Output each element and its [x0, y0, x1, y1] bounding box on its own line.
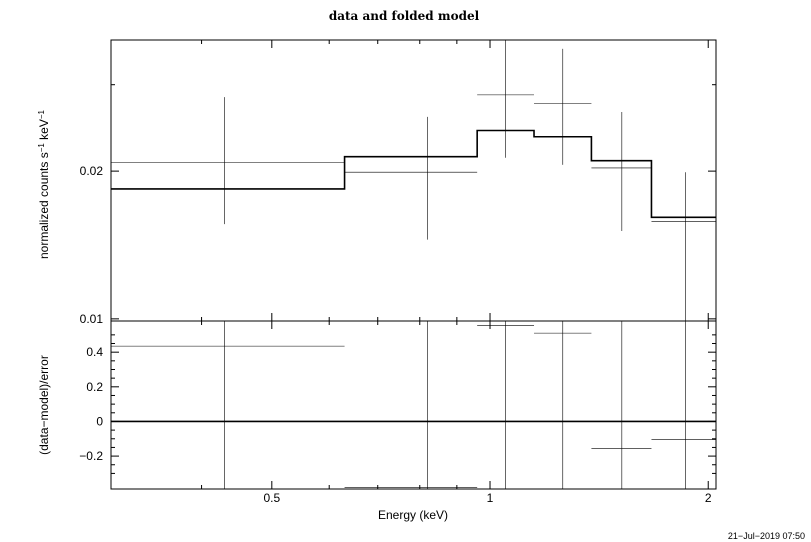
residual-point — [651, 321, 716, 489]
residual-point — [111, 321, 345, 489]
y-tick-label: 0 — [96, 414, 103, 428]
residual-point — [591, 321, 652, 489]
data-point — [591, 111, 652, 232]
y-tick-label: −0.2 — [79, 449, 103, 463]
bottom-panel-y-label: (data−model)/error — [37, 355, 51, 455]
y-tick-label: 0.4 — [86, 345, 103, 359]
top-panel-y-label: normalized counts s−1 keV−1 — [37, 109, 52, 259]
residual-point — [534, 321, 592, 489]
data-point — [651, 172, 716, 321]
data-point — [534, 48, 592, 165]
timestamp: 21−Jul−2019 07:50 — [728, 531, 805, 541]
x-tick-label: 1 — [487, 491, 494, 505]
residual-point — [344, 321, 478, 489]
x-axis-label: Energy (keV) — [378, 508, 448, 522]
top-panel-data-points — [111, 40, 716, 321]
chart-title: data and folded model — [329, 9, 480, 23]
data-point — [344, 116, 478, 240]
data-point — [477, 40, 535, 158]
model-step-line — [111, 129, 716, 219]
x-tick-label: 2 — [705, 491, 712, 505]
y-tick-label: 0.02 — [80, 164, 104, 178]
bottom-panel-frame — [110, 320, 717, 490]
top-panel-ticks: 0.01 0.02 — [80, 40, 716, 326]
top-panel-frame — [110, 39, 717, 322]
residual-point — [477, 321, 535, 489]
y-tick-label: 0.01 — [80, 312, 104, 326]
data-point — [111, 97, 345, 225]
top-panel-model — [111, 129, 716, 219]
bottom-panel-residuals — [111, 321, 716, 489]
y-tick-label: 0.2 — [86, 380, 103, 394]
bottom-panel-ticks: 0.5 1 2 −0.2 0 0.2 0.4 — [79, 321, 716, 505]
x-tick-label: 0.5 — [263, 491, 280, 505]
